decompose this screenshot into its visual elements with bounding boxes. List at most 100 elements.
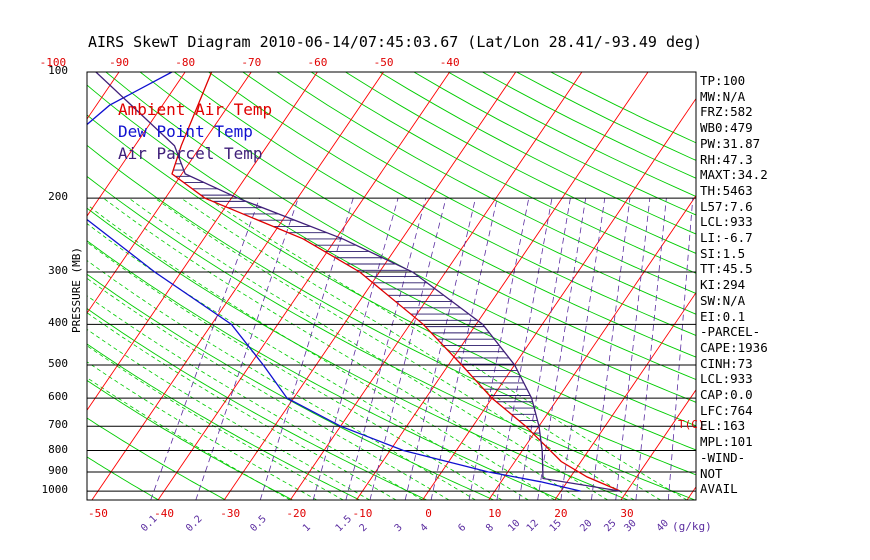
index-entry: L57:7.6 — [700, 198, 753, 214]
bottom-temp-tick: 30 — [620, 507, 633, 520]
index-entry: LI:-6.7 — [700, 230, 753, 245]
top-temp-tick: -90 — [109, 56, 129, 69]
mixing-ratio-tick: 30 — [622, 518, 638, 534]
index-entry: RH:47.3 — [700, 151, 753, 167]
index-entry: TP:100 — [700, 73, 746, 88]
top-temp-tick: -50 — [374, 56, 394, 69]
moist-adiabat — [128, 197, 608, 500]
mixing-ratio-tick: 1 — [301, 522, 313, 534]
isotherm — [422, 97, 696, 500]
isotherm — [753, 72, 870, 500]
index-entry: TH:5463 — [700, 182, 753, 198]
moist-adiabat — [181, 197, 661, 500]
dry-adiabat — [139, 72, 696, 381]
index-entry: LFC:764 — [700, 402, 753, 418]
top-temp-tick: -100 — [40, 56, 67, 69]
index-entry: TT:45.5 — [700, 261, 753, 277]
mixing-ratio-line — [667, 198, 694, 500]
bottom-temp-tick: 10 — [488, 507, 501, 520]
dew-point-temp-line — [87, 72, 581, 492]
moist-adiabat — [87, 259, 476, 500]
moist-adiabat — [87, 295, 423, 500]
bottom-temp-tick: -30 — [220, 507, 240, 520]
mixing-ratio-line — [312, 198, 399, 500]
mixing-ratio-tick: 8 — [484, 522, 496, 534]
moist-adiabat — [87, 277, 450, 500]
bottom-temp-tick: 20 — [554, 507, 567, 520]
mixing-ratio-tick: 1.5 — [334, 514, 355, 535]
y-axis-label: PRESSURE (MB) — [70, 247, 83, 333]
mixing-ratio-line — [537, 198, 587, 500]
index-entry: EI:0.1 — [700, 308, 746, 324]
isotherm — [289, 72, 583, 500]
dry-adiabat — [87, 273, 495, 500]
moist-adiabat — [207, 197, 688, 500]
index-entry: CINH:73 — [700, 355, 753, 371]
moist-adiabat — [87, 312, 397, 500]
pressure-tick: 200 — [48, 190, 68, 204]
index-entry: -PARCEL- — [700, 324, 761, 340]
temp-unit-label: T(C) — [678, 418, 705, 431]
dry-adiabat — [447, 72, 696, 197]
pressure-tick: 300 — [48, 263, 68, 277]
isotherm — [157, 72, 451, 500]
mixing-ratio-line — [369, 198, 447, 500]
index-entry: MPL:101 — [700, 434, 753, 450]
index-entry: MAXT:34.2 — [700, 167, 768, 183]
dry-adiabat — [276, 72, 696, 295]
isotherm — [554, 291, 696, 500]
dry-adiabat — [242, 72, 696, 315]
mixing-ratio-line — [430, 198, 498, 500]
isotherm — [91, 72, 384, 500]
isotherm — [87, 72, 186, 217]
dry-adiabat — [87, 175, 696, 500]
legend-ambient-air-temp: Ambient Air Temp — [118, 100, 273, 119]
isotherm — [488, 194, 696, 500]
index-entry: CAP:0.0 — [700, 387, 753, 402]
profiles — [87, 72, 621, 492]
index-entry: SW:N/A — [700, 292, 746, 308]
dry-adiabat — [87, 308, 427, 500]
ambient-air-temp-line — [171, 72, 621, 492]
mixing-ratio-tick: 6 — [456, 522, 468, 534]
mixing-ratio-tick: 2 — [358, 522, 370, 534]
index-entry: WB0:479 — [700, 120, 753, 136]
isotherm — [87, 72, 318, 411]
dry-adiabat — [208, 72, 696, 336]
mixing-ratio-line — [195, 198, 299, 500]
mixing-ratio-line — [518, 198, 571, 500]
mixing-ratio-line — [259, 198, 354, 500]
moist-adiabat — [87, 204, 556, 500]
dry-adiabat — [379, 72, 696, 235]
bottom-temp-tick: -40 — [154, 507, 174, 520]
mixing-ratio-line — [496, 198, 553, 500]
moist-adiabat — [103, 197, 582, 500]
dry-adiabat — [87, 84, 696, 427]
index-entry: PW:31.87 — [700, 135, 761, 151]
moist-adiabat — [87, 241, 503, 500]
pressure-tick: 800 — [48, 442, 68, 456]
top-temp-tick: -70 — [241, 56, 261, 69]
dry-adiabat — [174, 72, 696, 358]
isotherm — [223, 72, 517, 500]
mixing-ratio-line — [345, 198, 427, 500]
cape-hatch — [173, 157, 541, 440]
isotherm — [620, 389, 696, 500]
chart-title: AIRS SkewT Diagram 2010-06-14/07:45:03.6… — [88, 33, 703, 51]
dry-adiabat — [310, 72, 696, 274]
mixing-ratio-tick: 0.5 — [248, 514, 269, 535]
dry-adiabat — [345, 72, 696, 254]
mixing-ratio-line — [615, 198, 651, 500]
mixing-ratio-tick: 4 — [419, 522, 431, 534]
moist-adiabat — [154, 197, 635, 500]
index-entry: EL:163 — [700, 418, 746, 434]
isotherm — [0, 72, 53, 500]
pressure-tick: 400 — [48, 316, 68, 330]
bottom-temp-tick: -50 — [88, 507, 108, 520]
moist-adiabat — [87, 345, 344, 500]
mixing-ratio-line — [404, 198, 476, 500]
dry-adiabat — [87, 114, 696, 451]
dry-adiabat — [87, 379, 293, 500]
